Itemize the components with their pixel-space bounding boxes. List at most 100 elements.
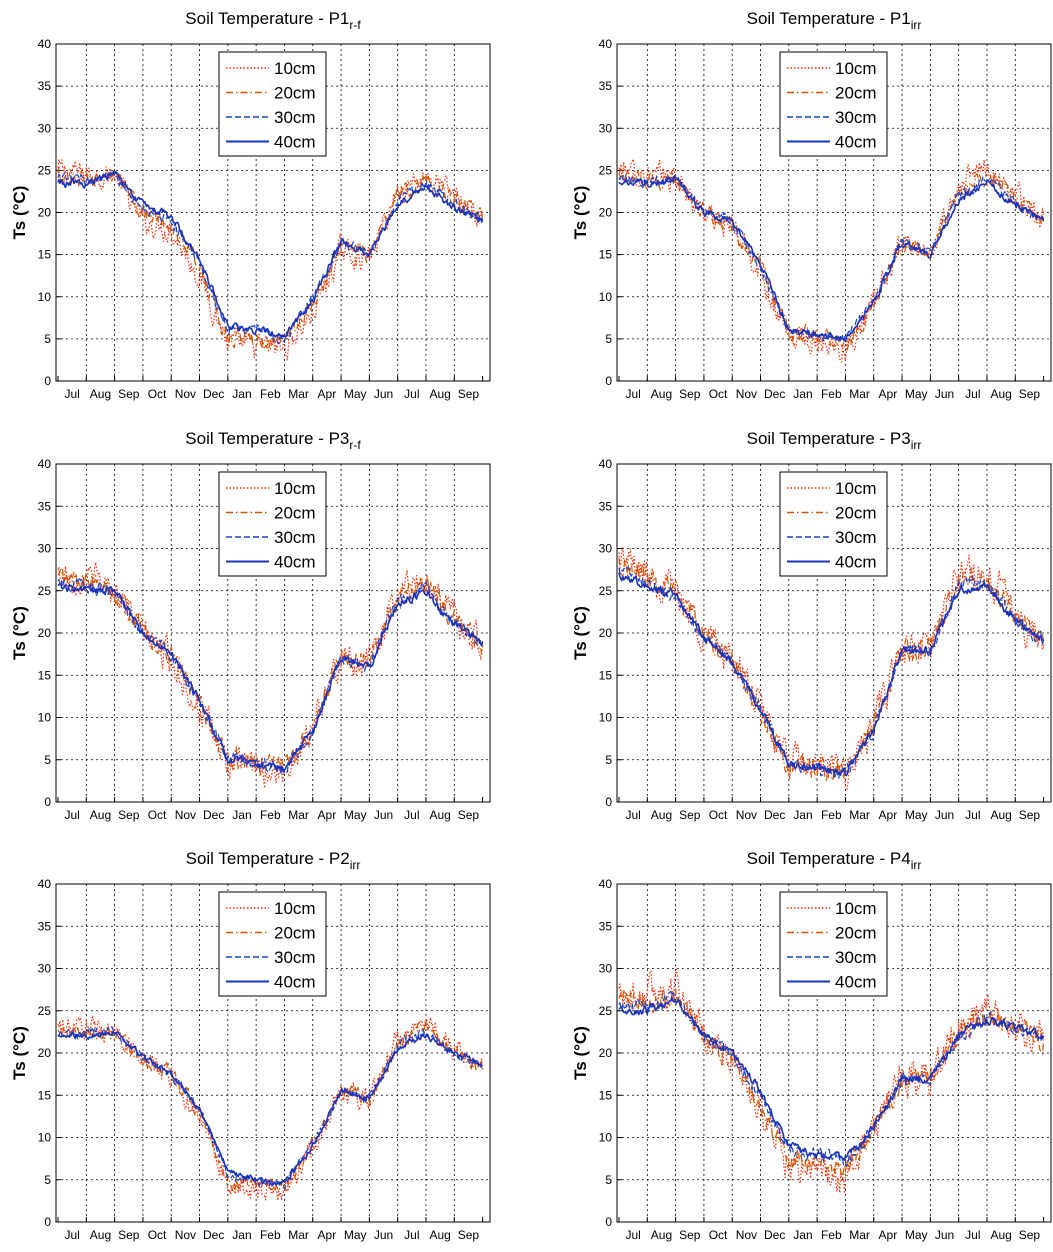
y-tick-label: 30 [38, 962, 52, 976]
legend-label: 30cm [835, 108, 877, 127]
axes-frame [55, 463, 491, 803]
x-tick-label: Aug [429, 1228, 450, 1242]
x-tick-label: Dec [764, 387, 785, 401]
series-line-10cm [57, 158, 484, 361]
x-tick-label: Nov [175, 1228, 196, 1242]
x-tick-label: Sep [679, 808, 701, 822]
series-line-10cm [57, 1015, 484, 1202]
y-tick-label: 10 [38, 290, 52, 304]
legend-box [779, 51, 888, 157]
chart-panel: Soil Temperature - P1irr 0 5 10 15 20 25 30 35 40… [571, 9, 1052, 401]
y-tick-label: 35 [599, 79, 613, 93]
legend-label: 30cm [274, 948, 316, 967]
legend-label: 40cm [274, 973, 316, 992]
x-tick-label: Jul [625, 808, 640, 822]
x-tick-label: Aug [651, 808, 672, 822]
x-tick-label: Jun [935, 808, 954, 822]
y-tick-label: 15 [38, 1088, 52, 1102]
y-tick-label: 25 [38, 163, 52, 177]
x-tick-label: Jun [935, 1228, 954, 1242]
y-tick-label: 10 [38, 711, 52, 725]
x-tick-label: Jan [232, 808, 251, 822]
chart-panel: Soil Temperature - P4irr 0 5 10 15 20 25 30 35 40… [571, 849, 1052, 1242]
y-tick-label: 0 [44, 374, 51, 388]
y-axis-label: Ts (°C) [10, 1026, 29, 1080]
y-tick-label: 35 [38, 499, 52, 513]
y-tick-label: 25 [38, 1004, 52, 1018]
x-tick-label: Mar [849, 1228, 870, 1242]
y-tick-label: 10 [38, 1131, 52, 1145]
x-tick-label: Jan [232, 1228, 251, 1242]
chart-title: Soil Temperature - P1r-f [185, 9, 361, 32]
x-tick-label: Dec [203, 387, 224, 401]
legend: 10cm 20cm 30cm 40cm [779, 51, 888, 157]
x-tick-label: Jul [64, 1228, 79, 1242]
y-tick-label: 15 [38, 668, 52, 682]
x-tick-label: Aug [651, 1228, 672, 1242]
x-tick-label: Jan [793, 1228, 812, 1242]
x-tick-label: Mar [288, 387, 309, 401]
x-tick-label: May [905, 1228, 928, 1242]
y-tick-label: 15 [599, 248, 613, 262]
chart-panel: Soil Temperature - P1r-f 0 5 10 15 20 25 30 35 40… [10, 9, 491, 401]
y-axis-label: Ts (°C) [571, 606, 590, 660]
x-tick-label: Dec [764, 808, 785, 822]
legend: 10cm 20cm 30cm 40cm [218, 471, 327, 577]
series-line-10cm [618, 546, 1045, 790]
x-tick-label: Nov [736, 387, 757, 401]
x-tick-label: Oct [709, 387, 728, 401]
y-tick-label: 25 [599, 163, 613, 177]
x-tick-label: Jul [404, 808, 419, 822]
x-tick-label: Apr [318, 1228, 337, 1242]
x-tick-label: Apr [879, 387, 898, 401]
x-tick-label: Mar [849, 387, 870, 401]
x-tick-label: May [344, 808, 367, 822]
legend-box [779, 891, 888, 997]
x-tick-label: Dec [203, 1228, 224, 1242]
x-tick-label: May [905, 808, 928, 822]
y-tick-label: 0 [605, 374, 612, 388]
series-line-20cm [57, 568, 484, 776]
legend-label: 20cm [274, 924, 316, 943]
x-tick-label: Apr [318, 387, 337, 401]
legend-label: 10cm [274, 899, 316, 918]
chart-title: Soil Temperature - P4irr [747, 849, 922, 872]
x-tick-label: Dec [203, 808, 224, 822]
legend-label: 30cm [274, 528, 316, 547]
x-tick-label: Aug [990, 1228, 1011, 1242]
legend-label: 40cm [835, 553, 877, 572]
axes-frame [55, 883, 491, 1223]
chart-title-subscript: r-f [349, 438, 361, 452]
x-tick-label: Oct [709, 1228, 728, 1242]
x-tick-label: May [905, 387, 928, 401]
x-tick-label: Mar [849, 808, 870, 822]
x-tick-label: May [344, 387, 367, 401]
axes-frame [616, 883, 1052, 1223]
legend-box [218, 471, 327, 577]
legend-label: 30cm [835, 948, 877, 967]
x-tick-label: Feb [260, 387, 281, 401]
x-tick-label: Nov [736, 808, 757, 822]
series-line-10cm [618, 158, 1045, 363]
y-axis-label: Ts (°C) [10, 186, 29, 240]
legend-label: 20cm [835, 84, 877, 103]
x-tick-label: Apr [879, 808, 898, 822]
y-axis-label: Ts (°C) [571, 186, 590, 240]
legend-label: 40cm [274, 133, 316, 152]
chart-title: Soil Temperature - P1irr [747, 9, 922, 32]
x-tick-label: Jun [374, 1228, 393, 1242]
y-tick-label: 10 [599, 711, 613, 725]
legend-label: 10cm [835, 479, 877, 498]
x-tick-label: Feb [821, 1228, 842, 1242]
x-tick-label: Dec [764, 1228, 785, 1242]
legend-box [218, 891, 327, 997]
y-tick-label: 25 [599, 1004, 613, 1018]
x-tick-label: Jan [793, 808, 812, 822]
x-tick-label: Sep [118, 387, 140, 401]
x-tick-label: Aug [90, 1228, 111, 1242]
x-tick-label: Feb [260, 808, 281, 822]
y-tick-label: 20 [38, 206, 52, 220]
y-tick-label: 25 [38, 584, 52, 598]
chart-title-subscript: irr [911, 438, 922, 452]
y-tick-label: 30 [38, 542, 52, 556]
